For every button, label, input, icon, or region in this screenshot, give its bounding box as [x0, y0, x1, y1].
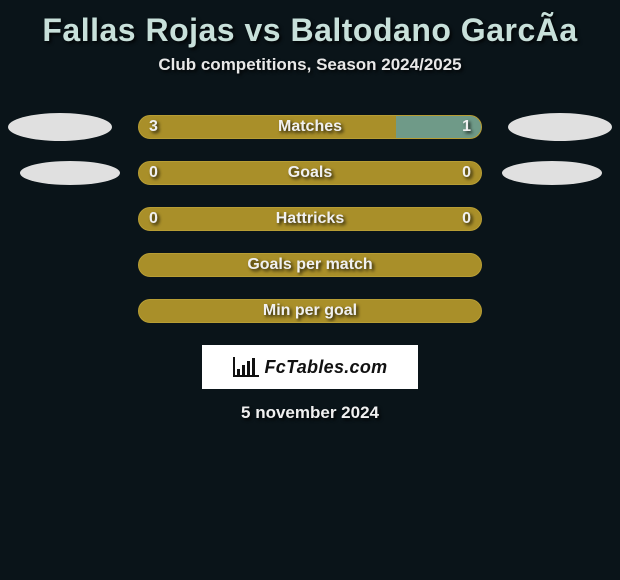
stat-label: Min per goal — [263, 302, 357, 320]
stat-label: Goals — [288, 164, 332, 182]
stat-row-matches: 3 Matches 1 — [0, 115, 620, 139]
team-right-avatar — [508, 113, 612, 141]
stat-bar: 3 Matches 1 — [138, 115, 482, 139]
stat-left-value: 0 — [149, 210, 158, 228]
stat-bar: Goals per match — [138, 253, 482, 277]
stat-left-value: 3 — [149, 118, 158, 136]
stat-label: Hattricks — [276, 210, 344, 228]
team-left-avatar — [20, 161, 120, 185]
stat-row-goals-per-match: Goals per match — [0, 253, 620, 277]
comparison-widget: Fallas Rojas vs Baltodano GarcÃa Club co… — [0, 0, 620, 423]
page-subtitle: Club competitions, Season 2024/2025 — [158, 55, 461, 75]
bar-chart-icon — [233, 357, 259, 377]
stat-label: Goals per match — [247, 256, 372, 274]
stat-label: Matches — [278, 118, 342, 136]
stat-right-value: 0 — [462, 164, 471, 182]
team-right-avatar — [502, 161, 602, 185]
snapshot-date: 5 november 2024 — [241, 403, 379, 423]
stat-row-min-per-goal: Min per goal — [0, 299, 620, 323]
stat-right-value: 1 — [462, 118, 471, 136]
stat-row-hattricks: 0 Hattricks 0 — [0, 207, 620, 231]
page-title: Fallas Rojas vs Baltodano GarcÃa — [42, 12, 577, 49]
stat-row-goals: 0 Goals 0 — [0, 161, 620, 185]
team-left-avatar — [8, 113, 112, 141]
stat-bar: Min per goal — [138, 299, 482, 323]
stat-bar: 0 Hattricks 0 — [138, 207, 482, 231]
stat-bar: 0 Goals 0 — [138, 161, 482, 185]
source-logo-text: FcTables.com — [265, 357, 388, 378]
stat-left-value: 0 — [149, 164, 158, 182]
stat-right-value: 0 — [462, 210, 471, 228]
stat-rows: 3 Matches 1 0 Goals 0 0 Hattricks 0 — [0, 115, 620, 323]
source-logo[interactable]: FcTables.com — [202, 345, 418, 389]
